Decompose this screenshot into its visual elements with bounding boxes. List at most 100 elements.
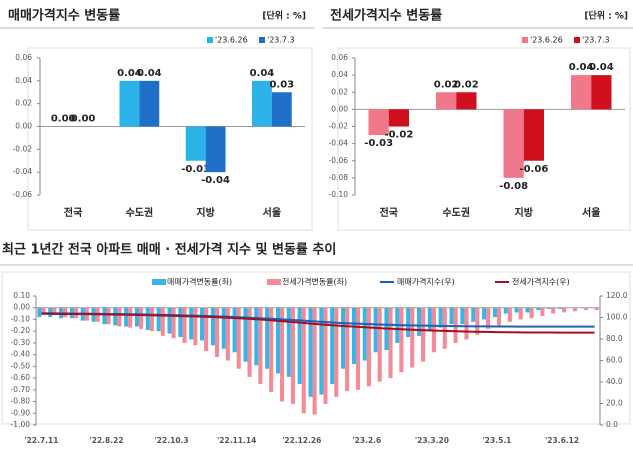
chart-title: 최근 1년간 전국 아파트 매매 · 전세가격 지수 및 변동률 추이 bbox=[2, 242, 336, 258]
bar bbox=[178, 307, 183, 338]
bar bbox=[594, 307, 599, 311]
bar bbox=[514, 307, 519, 313]
legend-swatch bbox=[574, 37, 580, 43]
x-tick-label: 전국 bbox=[380, 206, 398, 219]
value-label: 0.04 bbox=[137, 68, 162, 79]
x-tick-label: 수도권 bbox=[442, 207, 470, 219]
bar bbox=[124, 307, 129, 327]
bar bbox=[280, 307, 285, 402]
bar bbox=[225, 307, 230, 361]
bar bbox=[496, 307, 502, 326]
bar bbox=[297, 307, 302, 384]
bar bbox=[254, 307, 259, 366]
y-tick-label: -0.06 bbox=[329, 156, 349, 165]
bar bbox=[529, 307, 534, 319]
bar bbox=[536, 307, 541, 311]
y-tick-label: 0.10 bbox=[13, 291, 30, 300]
bar bbox=[551, 307, 556, 314]
bar bbox=[63, 307, 68, 318]
y-tick-label: 0.02 bbox=[15, 99, 32, 108]
bar bbox=[247, 307, 252, 377]
y-tick-label: -0.10 bbox=[329, 190, 349, 199]
y-tick-label: 0.00 bbox=[331, 104, 348, 113]
legend-label: 전세가격지수(우) bbox=[512, 277, 570, 287]
bar bbox=[200, 307, 205, 341]
y-tick-label: 0.04 bbox=[331, 70, 348, 79]
bar bbox=[334, 307, 339, 397]
bar bbox=[438, 307, 443, 328]
y-tick-label: -0.02 bbox=[13, 144, 33, 153]
bar bbox=[471, 307, 476, 322]
y-tick-label: -0.04 bbox=[329, 139, 349, 148]
x-tick-label: 전국 bbox=[64, 206, 82, 219]
bar bbox=[388, 109, 409, 127]
value-label: 0.02 bbox=[454, 79, 479, 90]
bar bbox=[436, 92, 457, 110]
x-tick-label: '22.7.11 bbox=[24, 436, 58, 445]
bar bbox=[464, 307, 469, 340]
value-label: 0.04 bbox=[569, 62, 594, 73]
value-label: 0.02 bbox=[434, 79, 459, 90]
legend-swatch bbox=[152, 279, 166, 285]
bar bbox=[102, 307, 107, 325]
y-tick-label: -0.40 bbox=[11, 350, 31, 359]
y-tick-label: 0.04 bbox=[15, 76, 32, 85]
bar bbox=[139, 80, 160, 127]
x-tick-label: '22.12.26 bbox=[282, 436, 321, 445]
bar bbox=[368, 109, 389, 136]
y2-tick-label: 40.0 bbox=[606, 377, 623, 386]
bar bbox=[41, 307, 46, 314]
line bbox=[41, 312, 595, 334]
bar bbox=[330, 307, 335, 384]
bar bbox=[189, 307, 194, 340]
value-label: 0.04 bbox=[589, 62, 614, 73]
bar bbox=[52, 307, 57, 315]
bar bbox=[156, 307, 161, 332]
bar bbox=[236, 307, 241, 369]
value-label: 0.04 bbox=[117, 68, 142, 79]
y-tick-label: 0.06 bbox=[15, 53, 32, 62]
value-label: -0.06 bbox=[519, 164, 548, 175]
legend-label: '23.6.26 bbox=[530, 36, 563, 45]
unit-label: [단위 : %] bbox=[584, 10, 628, 22]
value-label: -0.03 bbox=[364, 138, 393, 149]
x-tick-label: 수도권 bbox=[126, 207, 154, 219]
legend-label: 매매가격지수(우) bbox=[397, 277, 455, 287]
bar bbox=[525, 307, 530, 313]
y-tick-label: -0.90 bbox=[11, 408, 31, 417]
y-tick-label: -0.60 bbox=[11, 373, 31, 382]
value-label: -0.02 bbox=[384, 130, 413, 141]
value-label: -0.04 bbox=[201, 175, 230, 186]
bar bbox=[106, 307, 111, 325]
value-label: -0.03 bbox=[181, 164, 210, 175]
bar bbox=[286, 307, 291, 377]
bar bbox=[290, 307, 295, 404]
bar bbox=[507, 307, 512, 322]
bar bbox=[205, 126, 226, 173]
y-tick-label: 0.00 bbox=[15, 122, 32, 131]
bar bbox=[351, 307, 356, 365]
bar bbox=[547, 307, 552, 309]
x-tick-label: '22.11.14 bbox=[217, 436, 256, 445]
y-tick-label: -0.80 bbox=[11, 397, 31, 406]
legend-label: '23.7.3 bbox=[267, 36, 295, 45]
bar bbox=[388, 307, 393, 379]
y-tick-label: 0.02 bbox=[331, 87, 348, 96]
y2-tick-label: 100.0 bbox=[606, 313, 628, 322]
bar bbox=[362, 307, 367, 361]
bar bbox=[427, 307, 432, 332]
bar bbox=[113, 307, 118, 326]
y2-tick-label: 120.0 bbox=[606, 291, 628, 300]
y-tick-label: -0.04 bbox=[13, 167, 33, 176]
x-tick-label: '23.3.20 bbox=[415, 436, 449, 445]
bar bbox=[449, 307, 454, 325]
x-tick-label: 지방 bbox=[515, 206, 534, 219]
chart-title: 전세가격지수 변동률 bbox=[330, 8, 442, 24]
bar bbox=[323, 307, 328, 404]
panel bbox=[1, 271, 631, 425]
y2-tick-label: 0.0 bbox=[606, 420, 618, 429]
legend-label: '23.7.3 bbox=[582, 36, 610, 45]
bar bbox=[482, 307, 487, 320]
bar bbox=[214, 307, 220, 357]
x-tick-label: '23.2.6 bbox=[352, 436, 381, 445]
